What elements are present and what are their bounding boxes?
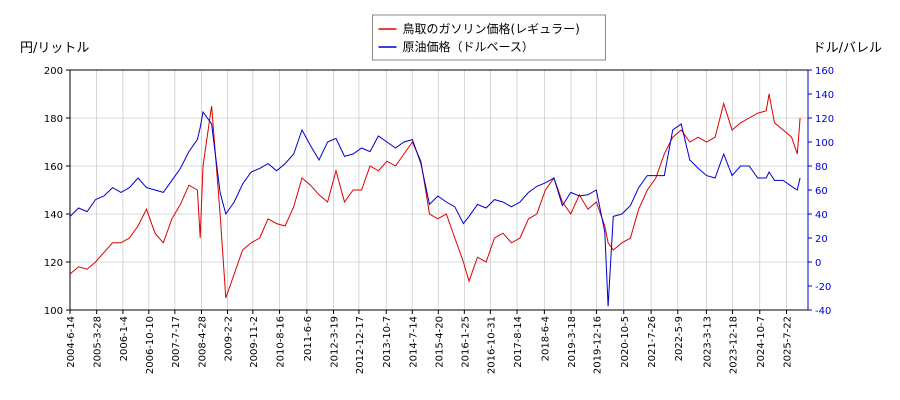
x-tick-label: 2017-8-14 — [513, 316, 524, 368]
legend-label: 鳥取のガソリン価格(レギュラー) — [403, 21, 580, 36]
y-axis-label: 円/リットル — [20, 41, 89, 56]
y-tick-label: 100 — [44, 306, 63, 317]
x-tick-label: 2004-6-14 — [66, 316, 77, 368]
x-tick-label: 2015-4-20 — [434, 316, 445, 368]
x-tick-label: 2024-10-7 — [756, 316, 767, 368]
y-tick-label: 120 — [44, 258, 63, 269]
y-tick-label: 140 — [44, 210, 63, 221]
x-tick-label: 2008-4-28 — [197, 316, 208, 368]
y2-tick-label: -20 — [815, 282, 831, 293]
x-tick-label: 2023-12-18 — [728, 316, 739, 374]
x-tick-label: 2021-7-26 — [647, 316, 658, 368]
legend-label: 原油価格（ドルベース） — [403, 39, 534, 54]
x-tick-label: 2012-3-19 — [330, 316, 341, 368]
x-tick-label: 2013-10-7 — [382, 316, 393, 368]
series-line — [69, 110, 801, 307]
legend-box — [372, 14, 606, 61]
x-tick-label: 2007-7-17 — [171, 316, 182, 368]
x-tick-label: 2006-1-4 — [119, 316, 130, 361]
x-tick-label: 2025-7-22 — [783, 316, 794, 368]
y-tick-label: 180 — [44, 114, 63, 125]
y2-tick-label: 160 — [815, 66, 834, 77]
y2-tick-label: 0 — [815, 258, 821, 269]
y2-tick-label: -40 — [815, 306, 831, 317]
x-tick-label: 2016-1-25 — [460, 316, 471, 368]
x-tick-label: 2020-10-5 — [620, 316, 631, 368]
y2-tick-label: 80 — [815, 162, 828, 173]
x-tick-label: 2012-12-17 — [355, 316, 366, 374]
x-tick-label: 2019-3-18 — [567, 316, 578, 368]
y2-tick-label: 120 — [815, 114, 834, 125]
y-tick-label: 160 — [44, 162, 63, 173]
x-tick-label: 2006-10-10 — [145, 316, 156, 374]
y2-tick-label: 140 — [815, 90, 834, 101]
x-tick-label: 2014-7-14 — [408, 316, 419, 368]
x-tick-label: 2010-8-16 — [276, 316, 287, 368]
y2-tick-label: 20 — [815, 234, 828, 245]
x-tick-label: 2011-6-6 — [303, 316, 314, 361]
series-line — [69, 93, 801, 299]
x-tick-label: 2022-5-9 — [674, 316, 685, 361]
x-tick-label: 2019-12-16 — [592, 316, 603, 374]
x-tick-label: 2005-3-28 — [93, 316, 104, 368]
plot-frame — [69, 69, 809, 311]
y2-tick-label: 100 — [815, 138, 834, 149]
x-tick-label: 2009-11-2 — [249, 316, 260, 368]
y-tick-label: 200 — [44, 66, 63, 77]
y2-tick-label: 40 — [815, 210, 828, 221]
x-tick-label: 2009-2-2 — [223, 316, 234, 361]
y2-axis-label: ドル/バレル — [813, 41, 882, 56]
x-tick-label: 2016-10-31 — [486, 316, 497, 374]
x-tick-label: 2023-3-13 — [702, 316, 713, 368]
y2-tick-label: 60 — [815, 186, 828, 197]
x-tick-label: 2018-6-4 — [540, 316, 551, 361]
